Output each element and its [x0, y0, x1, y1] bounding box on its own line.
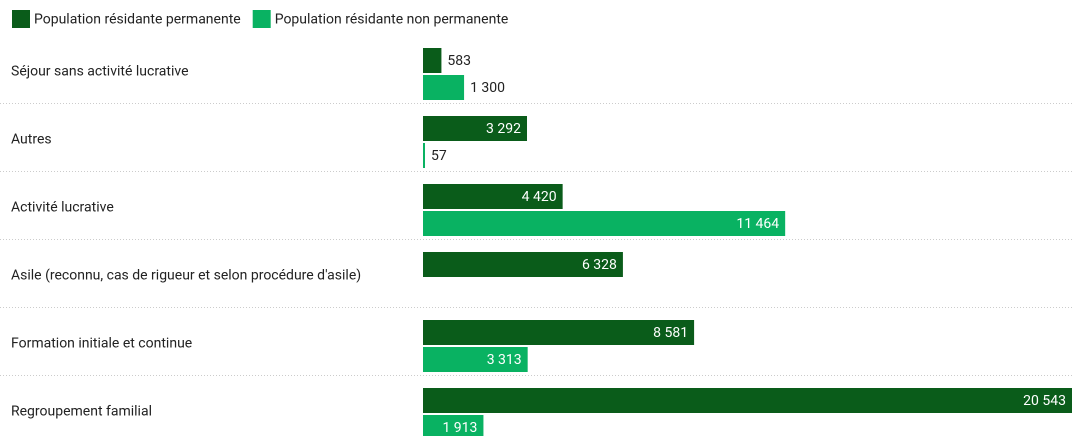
value-label: 583 [447, 53, 471, 69]
value-label: 11 464 [736, 216, 779, 232]
category-label: Séjour sans activité lucrative [11, 64, 189, 80]
category-label: Formation initiale et continue [11, 336, 192, 352]
category-label: Regroupement familial [11, 404, 152, 420]
category-label: Asile (reconnu, cas de rigueur et selon … [11, 268, 361, 284]
value-label: 20 543 [1023, 393, 1066, 409]
value-label: 3 292 [486, 121, 521, 137]
value-label: 8 581 [653, 325, 688, 341]
value-label: 57 [431, 148, 447, 164]
bar [423, 415, 484, 436]
value-label: 1 913 [442, 420, 477, 436]
bar [423, 347, 528, 372]
bar [423, 252, 623, 277]
bar [423, 75, 465, 100]
value-label: 1 300 [470, 80, 505, 96]
bar [423, 320, 695, 345]
bar [423, 211, 786, 236]
legend-swatch [12, 10, 30, 28]
bar [423, 143, 425, 168]
legend-label: Population résidante non permanente [275, 12, 509, 28]
legend-swatch [252, 10, 271, 28]
bar [423, 116, 528, 141]
bar [423, 184, 563, 209]
bar [423, 48, 442, 73]
category-label: Activité lucrative [11, 200, 114, 216]
category-label: Autres [11, 132, 52, 148]
value-label: 3 313 [487, 352, 522, 368]
value-label: 6 328 [582, 257, 617, 273]
legend-label: Population résidante permanente [34, 12, 241, 28]
bar [423, 388, 1072, 413]
value-label: 4 420 [522, 189, 557, 205]
